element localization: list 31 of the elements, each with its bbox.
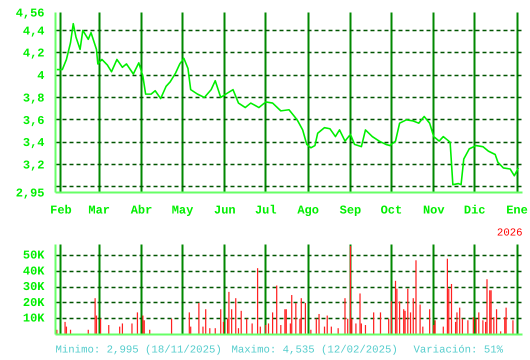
text: Minimo: 2,995 (18/11/2025) (56, 344, 222, 356)
x-tick-label: Mar (88, 204, 110, 218)
y-tick-label: 3,8 (22, 91, 45, 106)
x-tick-label: Oct (380, 204, 402, 218)
text: Maximo: 4,535 (12/02/2025) (232, 344, 398, 356)
y-tick-label: 20K (22, 296, 46, 310)
y-tick-label: 4,2 (22, 46, 45, 61)
text: 2026 (496, 228, 523, 240)
x-tick-label: May (172, 204, 194, 218)
y-tick-label: 3,6 (22, 114, 45, 128)
x-tick-label: Dic (464, 204, 486, 218)
y-tick-label: 4,56 (16, 6, 45, 20)
y-tick-label: 40K (22, 264, 46, 278)
y-tick-label: 50K (22, 248, 46, 263)
x-tick-label: Jun (214, 204, 236, 218)
x-tick-label: Jul (254, 204, 277, 218)
x-tick-label: Nov (422, 204, 445, 218)
y-tick-label: 4 (37, 69, 44, 84)
x-tick-label: Feb (50, 204, 72, 218)
text: Variación: 51% (414, 344, 504, 356)
y-tick-label: 30K (22, 280, 46, 294)
x-tick-label: Ene (506, 204, 528, 218)
y-tick-label: 10K (22, 312, 46, 326)
line-series (56, 22, 520, 186)
x-tick-label: Ago (297, 204, 319, 218)
y-tick-label: 4,4 (22, 24, 45, 38)
y-tick-label: 3,2 (22, 158, 45, 173)
y-tick-label: 3,4 (22, 136, 45, 150)
x-tick-label: Abr (130, 204, 152, 218)
y-tick-label: 2,95 (16, 186, 45, 200)
x-tick-label: Sep (340, 204, 362, 218)
